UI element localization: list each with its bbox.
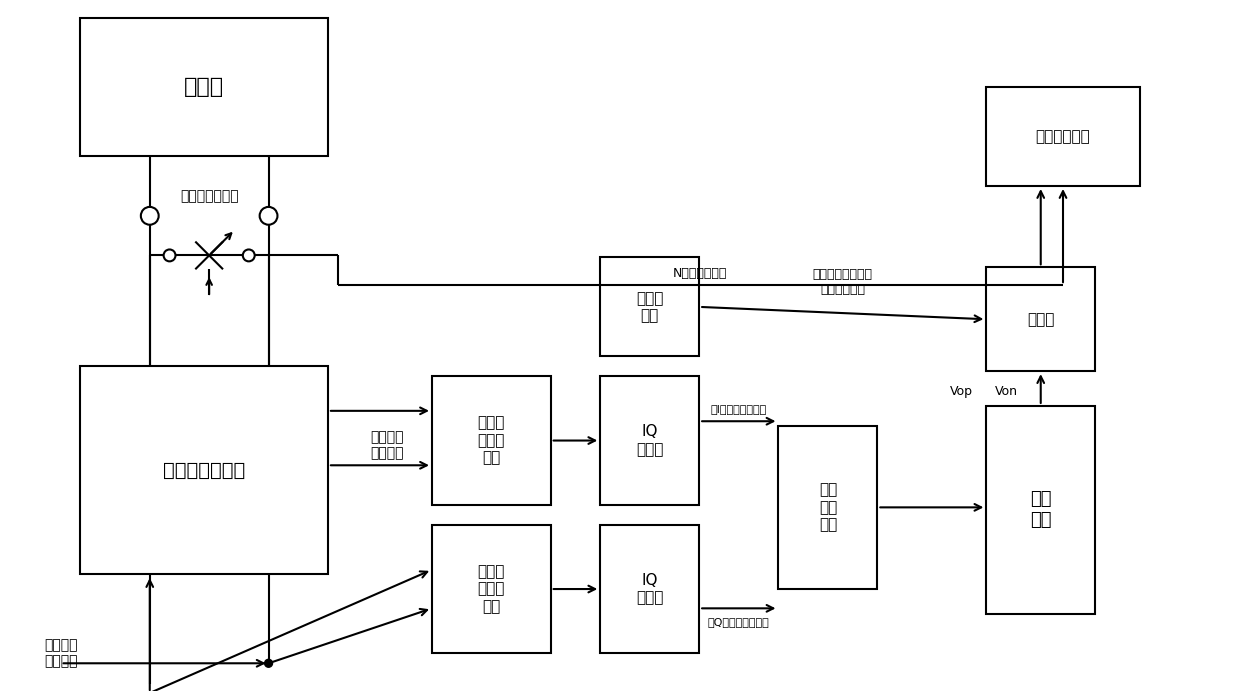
- FancyBboxPatch shape: [81, 18, 328, 156]
- Text: 可调节电容阵列: 可调节电容阵列: [180, 189, 238, 203]
- Circle shape: [243, 249, 255, 261]
- Circle shape: [164, 249, 176, 261]
- FancyBboxPatch shape: [81, 366, 328, 574]
- FancyBboxPatch shape: [986, 267, 1095, 371]
- Text: 取Q路分频差分信号: 取Q路分频差分信号: [707, 617, 769, 627]
- Text: 控制寄
存器: 控制寄 存器: [636, 291, 663, 323]
- Text: Von: Von: [995, 384, 1017, 397]
- Text: 射频差分
输入信号: 射频差分 输入信号: [43, 638, 77, 668]
- FancyBboxPatch shape: [778, 426, 877, 589]
- FancyBboxPatch shape: [986, 406, 1095, 614]
- FancyBboxPatch shape: [600, 524, 699, 654]
- Text: 逻辑控制电路: 逻辑控制电路: [1036, 129, 1090, 144]
- Circle shape: [260, 207, 278, 225]
- Text: 开关
混频
电路: 开关 混频 电路: [819, 482, 838, 532]
- FancyBboxPatch shape: [600, 257, 699, 357]
- Circle shape: [265, 659, 273, 668]
- Text: 射频差分
输出信号: 射频差分 输出信号: [370, 430, 404, 461]
- Text: Vop: Vop: [950, 384, 973, 397]
- FancyBboxPatch shape: [600, 376, 699, 505]
- Text: N位逻辑控制线: N位逻辑控制线: [673, 267, 727, 280]
- Circle shape: [146, 689, 154, 691]
- FancyBboxPatch shape: [432, 524, 550, 654]
- Text: 环天线: 环天线: [185, 77, 224, 97]
- FancyBboxPatch shape: [986, 87, 1140, 186]
- Text: 差分功率放大器: 差分功率放大器: [164, 461, 245, 480]
- Circle shape: [141, 207, 159, 225]
- Text: 取I路分频差分信号: 取I路分频差分信号: [711, 404, 767, 415]
- Text: 比较器: 比较器: [1027, 312, 1054, 327]
- Text: 取样并
整形成
方波: 取样并 整形成 方波: [477, 564, 506, 614]
- FancyBboxPatch shape: [432, 376, 550, 505]
- Text: 低通
滤波: 低通 滤波: [1030, 491, 1052, 529]
- Text: 通过寄存器配置比
较器参考电压: 通过寄存器配置比 较器参考电压: [813, 268, 872, 296]
- Text: IQ
分频器: IQ 分频器: [636, 573, 663, 605]
- Text: IQ
分频器: IQ 分频器: [636, 424, 663, 457]
- Text: 取样并
整形成
方波: 取样并 整形成 方波: [477, 416, 506, 466]
